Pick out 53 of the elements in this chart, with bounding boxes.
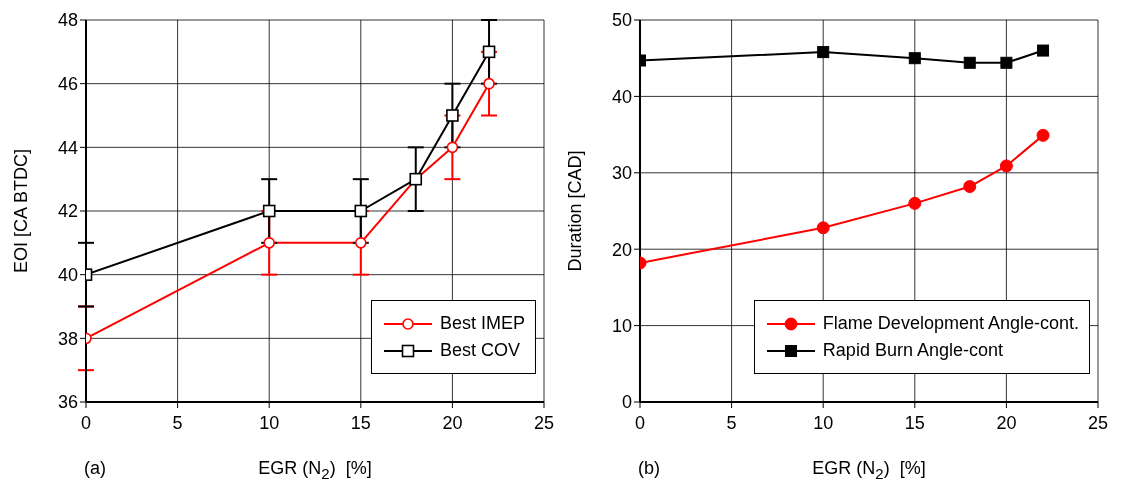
x-tick-label: 15 [350,412,371,433]
legend-label: Flame Development Angle-cont. [822,313,1079,334]
y-tick-label: 42 [57,201,78,222]
y-tick-label: 48 [57,10,78,31]
x-tick-label: 10 [813,412,834,433]
point [1000,56,1013,69]
x-tick-label: 5 [726,412,737,433]
y-tick-label: 38 [57,328,78,349]
x-tick-label: 0 [634,412,646,433]
x-tick-label: 20 [996,412,1017,433]
point [354,204,368,218]
y-tick-label: 40 [611,86,632,107]
text: (a) [84,458,106,479]
point [263,237,275,249]
point [1036,128,1050,142]
point [262,204,276,218]
y-axis-title: EOI [CA BTDC] [11,148,32,274]
x-tick-label: 25 [1087,412,1109,433]
point [446,141,459,154]
y-tick-label: 50 [611,10,632,31]
point [446,109,459,122]
legend-label: Best COV [439,340,520,361]
y-tick-label: 36 [57,392,78,413]
legend-label: Rapid Burn Angle-cont [822,340,1003,361]
x-tick-label: 15 [904,412,925,433]
text: (b) [638,458,660,479]
y-tick-label: 30 [611,163,632,184]
y-tick-label: 20 [611,239,632,260]
legend-label: Best IMEP [439,313,525,334]
y-tick-label: 46 [57,74,78,95]
x-axis-title: EGR (N$_{2}$) [%] [812,458,926,482]
y-tick-label: 10 [611,315,632,336]
x-axis-title: EGR (N$_{2}$) [%] [258,458,372,482]
point [483,77,495,90]
y-tick-label: 0 [621,392,632,413]
y-tick-label: 44 [57,137,78,158]
point [817,46,830,59]
point [355,237,367,249]
point [999,159,1013,173]
x-tick-label: 5 [172,412,183,433]
y-axis-title: Duration [CAD] [565,150,586,272]
point [1037,44,1050,57]
x-tick-label: 10 [259,412,280,433]
x-tick-label: 20 [442,412,463,433]
x-tick-label: 25 [533,412,555,433]
y-tick-label: 40 [57,265,78,286]
point [908,196,922,210]
point [816,221,830,235]
point [908,52,921,65]
point [963,180,977,194]
x-tick-label: 0 [80,412,92,433]
point [482,45,496,59]
point [963,56,976,69]
